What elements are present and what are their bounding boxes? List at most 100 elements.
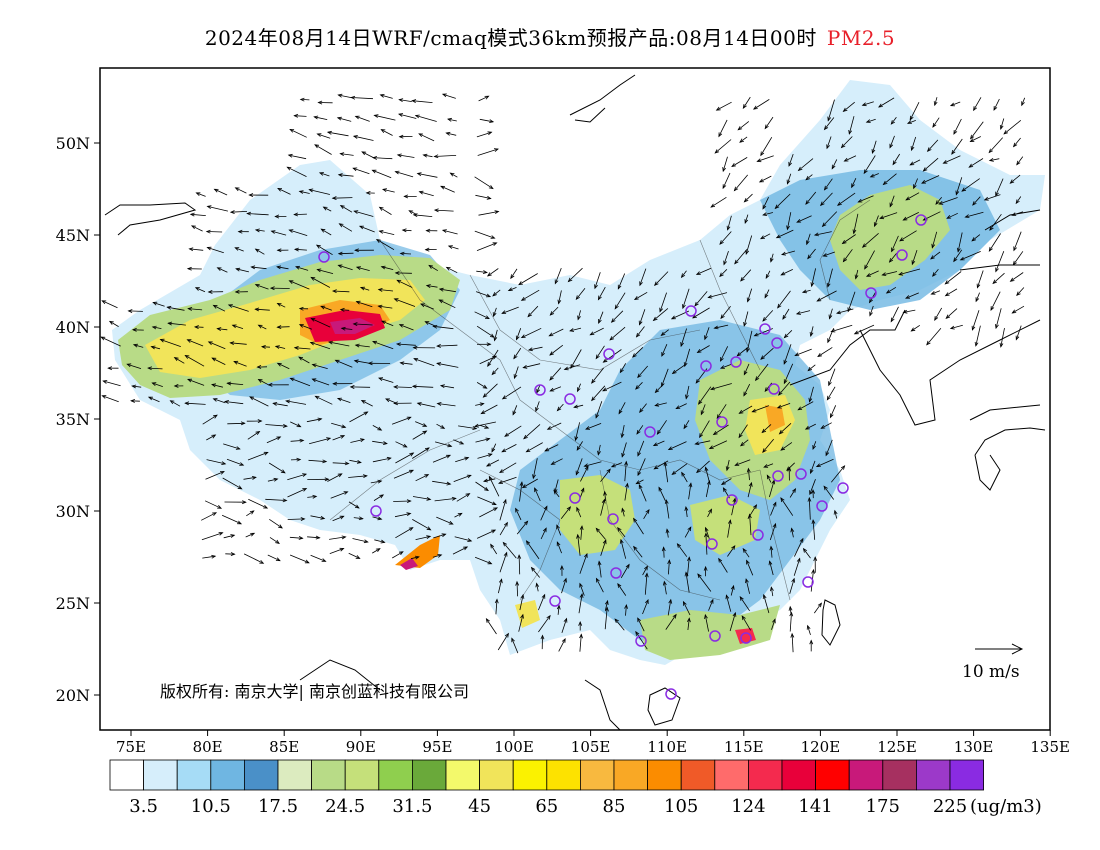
wind-arrow	[512, 405, 518, 415]
wind-arrow	[518, 614, 524, 632]
wind-arrow	[614, 292, 626, 309]
wind-arrow-head	[321, 558, 327, 562]
wind-arrow-head	[206, 205, 212, 210]
wind-arrow-head	[639, 281, 643, 287]
wind-arrow	[723, 250, 729, 265]
wind-arrow-head	[748, 481, 753, 487]
wind-arrow	[378, 289, 394, 292]
wind-arrow	[620, 539, 627, 559]
wind-arrow-head	[293, 113, 299, 118]
wind-arrow-head	[276, 265, 282, 270]
wind-arrow-head	[525, 540, 531, 545]
wind-arrow	[591, 367, 604, 384]
wind-arrow-head	[770, 586, 774, 592]
wind-arrow-head	[733, 186, 739, 192]
wind-arrow-head	[653, 465, 659, 470]
wind-arrow-head	[816, 297, 822, 302]
wind-arrow	[789, 488, 796, 498]
wind-arrow-head	[394, 170, 400, 175]
wind-arrow-head	[484, 425, 490, 429]
wind-arrow-head	[304, 559, 310, 564]
wind-arrow-head	[515, 335, 520, 341]
wind-arrow	[371, 548, 381, 554]
wind-arrow	[654, 460, 669, 470]
wind-arrow	[720, 305, 731, 319]
wind-arrow	[450, 172, 458, 178]
wind-arrow-head	[312, 494, 318, 499]
wind-arrow-head	[375, 238, 381, 243]
wind-arrow	[637, 618, 645, 632]
wind-arrow-head	[212, 304, 218, 309]
wind-arrow-head	[879, 215, 885, 220]
wind-arrow	[206, 434, 216, 441]
wind-arrow-head	[320, 228, 326, 233]
wind-arrow-head	[799, 537, 804, 543]
wind-arrow	[923, 157, 939, 172]
wind-arrow-head	[595, 354, 600, 360]
wind-arrow	[514, 366, 519, 379]
wind-arrow	[761, 424, 772, 433]
wind-arrow-head	[102, 380, 108, 384]
wind-arrow-head	[707, 294, 713, 299]
wind-arrow-head	[441, 93, 447, 98]
wind-arrow-head	[739, 138, 744, 143]
wind-arrow-head	[780, 446, 786, 451]
wind-arrow-head	[544, 447, 550, 452]
wind-arrow-head	[772, 618, 776, 624]
wind-arrow	[823, 486, 835, 500]
wind-arrow	[447, 118, 457, 122]
wind-arrow	[816, 458, 834, 467]
wind-arrow	[558, 638, 566, 652]
wind-arrow	[807, 248, 816, 259]
wind-arrow-head	[635, 630, 640, 636]
wind-arrow-head	[512, 410, 517, 416]
wind-arrow	[498, 579, 502, 594]
wind-arrow-head	[308, 188, 314, 193]
wind-arrow-head	[796, 557, 801, 563]
city-marker	[915, 214, 927, 226]
wind-arrow	[639, 268, 647, 286]
wind-arrow	[609, 326, 626, 341]
wind-arrow-head	[671, 470, 677, 476]
wind-arrow-head	[486, 342, 492, 347]
wind-arrow	[872, 140, 877, 154]
wind-arrow-head	[805, 200, 810, 205]
wind-arrow-head	[235, 267, 241, 272]
wind-arrow	[453, 439, 464, 445]
wind-arrow	[275, 345, 286, 349]
wind-arrow-head	[591, 396, 596, 402]
wind-arrow	[479, 424, 489, 429]
wind-arrow	[740, 269, 752, 282]
wind-arrow	[890, 306, 899, 322]
wind-arrow-head	[635, 332, 641, 338]
wind-arrow	[332, 435, 345, 441]
lat-tick-label: 50N	[56, 134, 90, 153]
wind-arrow	[827, 99, 835, 121]
wind-arrow-head	[466, 474, 472, 479]
wind-arrow	[247, 452, 268, 461]
wind-arrow	[556, 541, 562, 554]
wind-arrow	[479, 118, 494, 123]
wind-arrow	[953, 118, 962, 135]
wind-arrow-head	[597, 450, 601, 456]
wind-arrow-head	[365, 191, 371, 195]
wind-arrow-head	[686, 617, 691, 623]
wind-arrow-head	[637, 617, 641, 623]
wind-arrow-head	[298, 306, 304, 311]
wind-arrow	[456, 493, 470, 502]
colorbar-swatch	[613, 759, 648, 791]
wind-arrow-head	[377, 479, 383, 484]
wind-arrow-head	[671, 369, 677, 375]
wind-arrow-head	[501, 310, 507, 314]
wind-arrow	[395, 441, 407, 448]
wind-arrow	[501, 306, 519, 314]
wind-arrow	[255, 284, 269, 290]
wind-arrow	[373, 157, 393, 160]
wind-arrow	[206, 459, 226, 465]
wind-arrow	[831, 324, 853, 332]
wind-arrow-head	[550, 461, 556, 465]
city-marker	[816, 500, 828, 512]
wind-arrow-head	[498, 578, 503, 584]
wind-arrow-head	[738, 433, 743, 439]
wind-arrow-head	[902, 216, 908, 221]
